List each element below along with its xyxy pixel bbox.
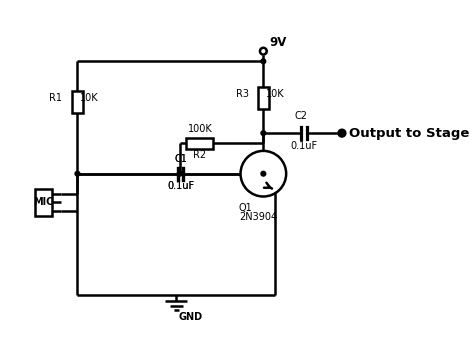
Text: C2: C2	[294, 111, 307, 121]
Text: Output to Stage: Output to Stage	[349, 127, 469, 140]
Text: 0.1uF: 0.1uF	[167, 181, 194, 191]
Text: R1: R1	[49, 93, 62, 104]
Circle shape	[75, 171, 80, 176]
Text: MIC: MIC	[34, 197, 54, 207]
Circle shape	[261, 171, 266, 176]
FancyBboxPatch shape	[258, 87, 269, 109]
Text: 0.1uF: 0.1uF	[291, 141, 318, 151]
Text: 2N3904: 2N3904	[239, 212, 277, 222]
Circle shape	[261, 131, 266, 136]
FancyBboxPatch shape	[186, 138, 213, 149]
FancyBboxPatch shape	[72, 91, 83, 113]
Text: C1: C1	[174, 154, 187, 164]
Circle shape	[177, 171, 182, 176]
Circle shape	[338, 130, 346, 137]
FancyBboxPatch shape	[35, 189, 52, 216]
Circle shape	[240, 151, 286, 197]
Text: R3: R3	[236, 89, 249, 99]
Circle shape	[261, 59, 266, 64]
Circle shape	[260, 48, 267, 55]
Text: 0.1uF: 0.1uF	[167, 181, 194, 191]
Text: 10K: 10K	[80, 93, 99, 104]
Text: C1: C1	[174, 154, 187, 164]
Text: 9V: 9V	[269, 36, 287, 49]
Text: 10K: 10K	[266, 89, 284, 99]
Text: GND: GND	[179, 312, 203, 322]
Text: 100K: 100K	[188, 124, 212, 133]
Text: Q1: Q1	[239, 203, 253, 213]
Text: R2: R2	[193, 151, 207, 160]
